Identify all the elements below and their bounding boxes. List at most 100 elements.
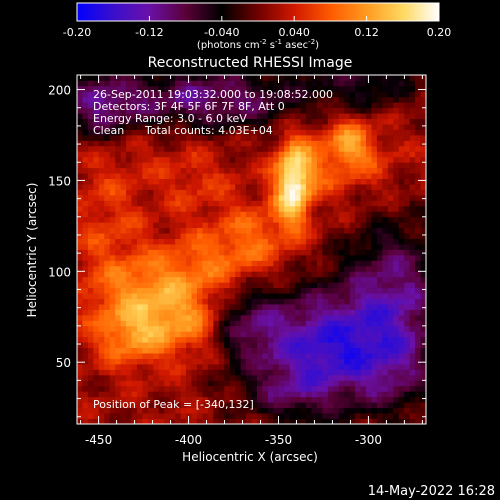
- heatmap-pixel: [246, 80, 252, 87]
- heatmap-pixel: [240, 358, 247, 365]
- heatmap-pixel: [338, 347, 345, 354]
- heatmap-pixel: [300, 227, 307, 234]
- clean-text: Clean: [93, 124, 124, 137]
- heatmap-pixel: [136, 282, 143, 289]
- heatmap-pixel: [109, 364, 116, 370]
- heatmap-pixel: [409, 331, 416, 338]
- heatmap-pixel: [415, 314, 421, 321]
- heatmap-pixel: [251, 244, 258, 250]
- heatmap-pixel: [87, 227, 94, 234]
- heatmap-pixel: [355, 391, 361, 398]
- heatmap-pixel: [284, 358, 291, 365]
- heatmap-pixel: [398, 287, 405, 294]
- heatmap-pixel: [235, 189, 241, 196]
- heatmap-pixel: [311, 396, 318, 403]
- heatmap-pixel: [327, 75, 334, 81]
- heatmap-pixel: [82, 391, 89, 398]
- heatmap-pixel: [322, 391, 329, 398]
- heatmap-pixel: [175, 129, 182, 136]
- heatmap-pixel: [360, 238, 367, 245]
- heatmap-pixel: [136, 380, 143, 387]
- heatmap-pixel: [158, 396, 165, 403]
- heatmap-pixel: [115, 380, 122, 387]
- heatmap-pixel: [202, 216, 209, 223]
- heatmap-pixel: [246, 413, 252, 419]
- heatmap-pixel: [393, 102, 400, 109]
- heatmap-pixel: [355, 194, 361, 201]
- heatmap-pixel: [360, 396, 367, 403]
- heatmap-pixel: [316, 162, 323, 169]
- heatmap-pixel: [169, 194, 176, 201]
- heatmap-pixel: [349, 282, 356, 289]
- heatmap-pixel: [218, 304, 225, 310]
- heatmap-pixel: [251, 260, 258, 267]
- heatmap-pixel: [147, 167, 154, 174]
- heatmap-pixel: [158, 369, 165, 376]
- heatmap-pixel: [142, 342, 149, 349]
- heatmap-pixel: [147, 151, 154, 158]
- heatmap-pixel: [202, 331, 209, 338]
- heatmap-pixel: [82, 309, 89, 316]
- y-tick-label: 200: [48, 84, 71, 98]
- heatmap-pixel: [109, 369, 116, 376]
- heatmap-pixel: [224, 369, 231, 376]
- heatmap-pixel: [316, 107, 323, 114]
- heatmap-pixel: [267, 145, 274, 152]
- heatmap-pixel: [207, 342, 214, 349]
- heatmap-pixel: [404, 124, 411, 130]
- heatmap-pixel: [126, 134, 132, 141]
- heatmap-pixel: [306, 118, 312, 125]
- heatmap-pixel: [191, 249, 198, 256]
- heatmap-pixel: [82, 325, 89, 332]
- heatmap-pixel: [158, 249, 165, 256]
- heatmap-pixel: [142, 151, 149, 158]
- heatmap-pixel: [409, 358, 416, 365]
- heatmap-pixel: [382, 380, 389, 387]
- heatmap-pixel: [251, 265, 258, 272]
- heatmap-pixel: [153, 249, 160, 256]
- heatmap-pixel: [273, 178, 280, 185]
- heatmap-pixel: [420, 184, 426, 190]
- heatmap-pixel: [120, 282, 127, 289]
- heatmap-pixel: [213, 331, 220, 338]
- heatmap-pixel: [349, 85, 356, 92]
- heatmap-pixel: [338, 287, 345, 294]
- heatmap-pixel: [355, 293, 361, 299]
- heatmap-pixel: [278, 178, 285, 185]
- heatmap-pixel: [420, 96, 426, 103]
- heatmap-pixel: [115, 385, 122, 392]
- heatmap-pixel: [366, 325, 372, 332]
- heatmap-pixel: [104, 211, 111, 218]
- heatmap-pixel: [262, 276, 269, 283]
- heatmap-pixel: [284, 140, 291, 147]
- heatmap-pixel: [240, 178, 247, 185]
- heatmap-pixel: [218, 336, 225, 343]
- heatmap-pixel: [360, 140, 367, 147]
- heatmap-pixel: [355, 385, 361, 392]
- heatmap-pixel: [256, 200, 263, 207]
- heatmap-pixel: [344, 211, 351, 218]
- heatmap-pixel: [409, 145, 416, 152]
- heatmap-pixel: [371, 260, 378, 267]
- heatmap-pixel: [218, 233, 225, 239]
- heatmap-pixel: [191, 200, 198, 207]
- heatmap-pixel: [387, 358, 394, 365]
- heatmap-pixel: [164, 314, 171, 321]
- heatmap-pixel: [153, 222, 160, 229]
- heatmap-pixel: [338, 407, 345, 414]
- heatmap-pixel: [338, 205, 345, 212]
- heatmap-pixel: [224, 205, 231, 212]
- heatmap-pixel: [338, 298, 345, 305]
- heatmap-pixel: [316, 374, 323, 381]
- heatmap-pixel: [87, 314, 94, 321]
- heatmap-pixel: [262, 265, 269, 272]
- heatmap-pixel: [398, 396, 405, 403]
- heatmap-pixel: [284, 364, 291, 370]
- heatmap-pixel: [77, 342, 83, 349]
- heatmap-pixel: [164, 347, 171, 354]
- heatmap-pixel: [202, 134, 209, 141]
- heatmap-pixel: [295, 380, 301, 387]
- heatmap-pixel: [300, 80, 307, 87]
- heatmap-pixel: [213, 129, 220, 136]
- heatmap-pixel: [142, 282, 149, 289]
